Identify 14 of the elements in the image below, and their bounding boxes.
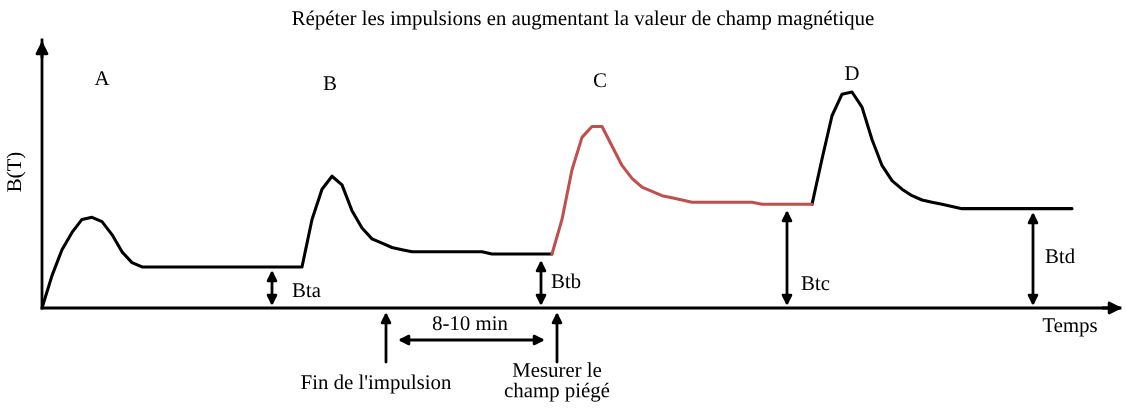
text: Fin de l'impulsion (301, 374, 452, 394)
text: C (593, 73, 606, 88)
text: D (845, 66, 859, 81)
x-axis-title: Temps (1042, 318, 1097, 337)
text: Mesurer le champ piégé (504, 362, 610, 402)
text: B (323, 76, 336, 91)
text: A (94, 71, 110, 86)
annotation: Btb (551, 273, 581, 289)
annotation: Btc (801, 276, 830, 291)
text: 8-10 min (432, 316, 508, 331)
annotation: Bta (292, 283, 321, 298)
annotation: Btd (1045, 248, 1075, 264)
chart-title: Répéter les impulsions en augmentant la valeur de champ magnétique (292, 10, 874, 30)
y-axis-title: B(T) (6, 152, 26, 192)
